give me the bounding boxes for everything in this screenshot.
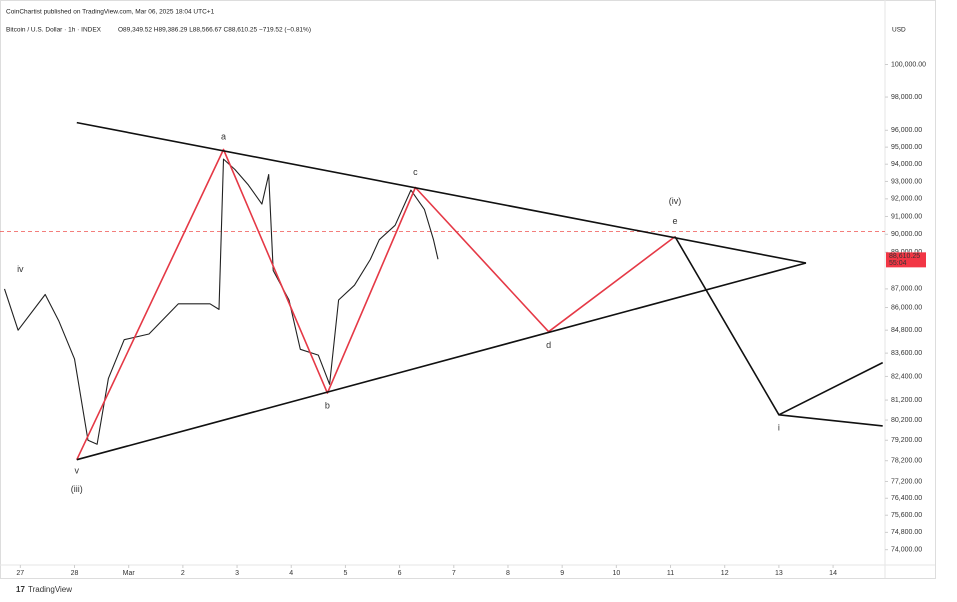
y-tick-label: 95,000.00 xyxy=(891,144,922,151)
wave-label: (iv) xyxy=(669,196,682,206)
wave-label: i xyxy=(778,422,780,432)
wave-line xyxy=(76,121,807,264)
y-tick-label: 75,600.00 xyxy=(891,512,922,519)
x-tick-label: 13 xyxy=(775,570,783,577)
y-tick-label: 76,400.00 xyxy=(891,495,922,502)
x-tick-label: 14 xyxy=(829,570,837,577)
wave-label: (iii) xyxy=(71,484,83,494)
x-tick-label: 5 xyxy=(343,570,347,577)
brand: TradingView xyxy=(28,585,72,594)
y-tick-label: 82,400.00 xyxy=(891,373,922,380)
y-tick-label: 79,200.00 xyxy=(891,437,922,444)
wave-label: c xyxy=(413,167,418,177)
y-tick-label: 77,200.00 xyxy=(891,478,922,485)
x-tick-label: Mar xyxy=(123,570,136,577)
y-tick-label: 84,800.00 xyxy=(891,327,922,334)
y-tick-label: 80,200.00 xyxy=(891,417,922,424)
wave-line xyxy=(778,414,883,427)
wave-label: a xyxy=(221,131,226,141)
price-line xyxy=(3,158,439,445)
y-tick-label: 81,200.00 xyxy=(891,397,922,404)
x-tick-label: 7 xyxy=(452,570,456,577)
y-tick-label: 86,000.00 xyxy=(891,304,922,311)
x-tick-label: 10 xyxy=(612,570,620,577)
wave-label: iv xyxy=(17,264,24,274)
y-tick-label: 87,000.00 xyxy=(891,286,922,293)
currency: USD xyxy=(892,27,906,34)
brand-logo: 17 xyxy=(16,585,25,594)
last-price-box xyxy=(886,252,926,268)
countdown: 55:04 xyxy=(889,260,907,267)
y-tick-label: 74,800.00 xyxy=(891,529,922,536)
wave-label: e xyxy=(673,216,678,226)
y-tick-label: 83,600.00 xyxy=(891,350,922,357)
last-price-label: 88,610.25 xyxy=(889,253,920,260)
x-tick-label: 28 xyxy=(71,570,79,577)
y-tick-label: 74,000.00 xyxy=(891,547,922,554)
x-tick-label: 2 xyxy=(181,570,185,577)
wave-label: v xyxy=(75,465,80,475)
x-tick-label: 27 xyxy=(16,570,24,577)
y-tick-label: 92,000.00 xyxy=(891,196,922,203)
y-tick-label: 91,000.00 xyxy=(891,213,922,220)
wave-line xyxy=(76,262,807,461)
y-tick-label: 100,000.00 xyxy=(891,61,926,68)
x-tick-label: 4 xyxy=(289,570,293,577)
symbol: Bitcoin / U.S. Dollar · 1h · INDEX xyxy=(6,27,102,34)
x-tick-label: 12 xyxy=(721,570,729,577)
x-tick-label: 8 xyxy=(506,570,510,577)
x-tick-label: 6 xyxy=(398,570,402,577)
y-tick-label: 90,000.00 xyxy=(891,231,922,238)
wave-label: b xyxy=(325,400,330,410)
x-tick-label: 9 xyxy=(560,570,564,577)
ohlc: O89,349.52 H89,386.29 L88,566.67 C88,610… xyxy=(118,27,311,34)
x-tick-label: 11 xyxy=(667,570,674,577)
wave-label: d xyxy=(546,340,551,350)
y-tick-label: 93,000.00 xyxy=(891,178,922,185)
y-tick-label: 78,200.00 xyxy=(891,458,922,465)
wave-line xyxy=(76,148,676,461)
frame xyxy=(0,0,936,579)
publisher: CoinChartist published on TradingView.co… xyxy=(6,9,215,16)
y-tick-label: 98,000.00 xyxy=(891,94,922,101)
x-tick-label: 3 xyxy=(235,570,239,577)
y-tick-label: 96,000.00 xyxy=(891,127,922,134)
y-tick-label: 94,000.00 xyxy=(891,161,922,168)
